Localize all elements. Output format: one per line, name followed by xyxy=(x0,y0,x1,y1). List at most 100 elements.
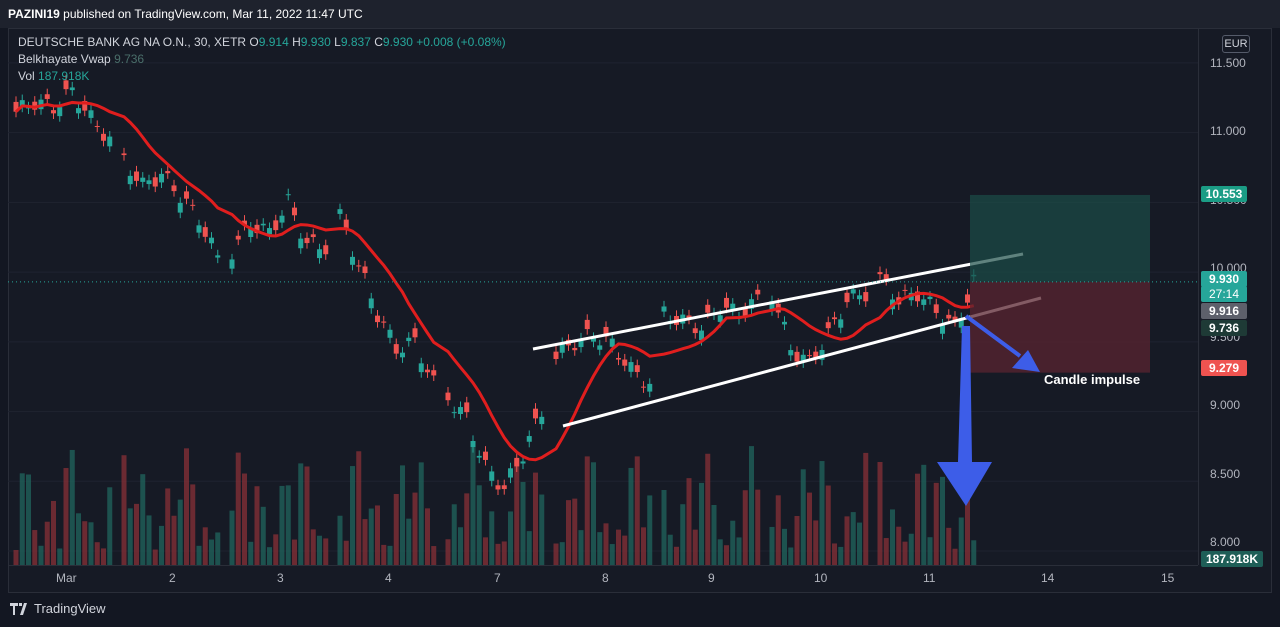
candle-body xyxy=(591,337,596,342)
volume-bar xyxy=(819,461,825,565)
candle-body xyxy=(634,365,640,373)
candle-body xyxy=(470,440,476,448)
volume-bar xyxy=(559,542,565,565)
volume-bar xyxy=(514,459,520,565)
volume-value: 187.918K xyxy=(38,69,90,83)
volume-bar xyxy=(717,539,723,565)
volume-bar xyxy=(940,476,945,565)
volume-bar xyxy=(381,544,387,565)
candle-body xyxy=(418,363,424,373)
candle-body xyxy=(533,408,538,419)
candle-body xyxy=(196,225,202,233)
candle-body xyxy=(813,351,819,359)
price-axis[interactable] xyxy=(1198,28,1273,565)
candle-body xyxy=(13,101,19,112)
volume-bar xyxy=(755,489,761,565)
candle-body xyxy=(107,136,113,147)
candle-impulse-annotation[interactable]: Candle impulse xyxy=(1044,372,1141,387)
volume-bar xyxy=(971,540,977,565)
symbol-title[interactable]: DEUTSCHE BANK AG NA O.N., 30, XETR xyxy=(18,35,247,49)
candle-body xyxy=(273,220,279,231)
volume-bar xyxy=(470,445,476,565)
candle-body xyxy=(877,272,883,275)
candle-body xyxy=(159,173,164,183)
legend-indicator-row[interactable]: Belkhayate Vwap 9.736 xyxy=(18,51,506,68)
volume-bar xyxy=(171,515,177,565)
volume-bar xyxy=(501,541,507,565)
candle-body xyxy=(717,315,723,322)
volume-bar xyxy=(686,478,692,565)
volume-bar xyxy=(495,543,501,565)
volume-bar xyxy=(418,462,424,565)
volume-bar xyxy=(184,448,189,565)
indicator-name: Belkhayate Vwap xyxy=(18,52,111,66)
candle-body xyxy=(559,343,565,353)
currency-button[interactable]: EUR xyxy=(1222,35,1250,53)
candle-body xyxy=(375,315,380,323)
time-tick: 9 xyxy=(708,571,715,585)
candle-body xyxy=(242,220,247,225)
volume-bar xyxy=(850,512,856,565)
candle-body xyxy=(661,306,667,312)
time-tick: 4 xyxy=(385,571,392,585)
time-tick: 7 xyxy=(494,571,501,585)
candle-body xyxy=(807,355,812,357)
volume-bar xyxy=(248,541,254,565)
candle-body xyxy=(458,407,463,414)
tradingview-logo-icon xyxy=(10,602,27,615)
candle-body xyxy=(88,110,94,118)
candle-body xyxy=(140,177,146,182)
candle-body xyxy=(609,338,615,347)
volume-bar xyxy=(952,548,958,565)
candle-body xyxy=(451,412,457,414)
volume-bar xyxy=(242,473,247,565)
stop-loss-zone xyxy=(970,281,1150,373)
volume-bar xyxy=(323,538,329,565)
candle-body xyxy=(184,191,189,199)
vwap-price-tag: 9.736 xyxy=(1201,320,1247,336)
time-tick: 2 xyxy=(169,571,176,585)
volume-bar xyxy=(356,451,362,565)
volume-bar xyxy=(965,492,970,565)
candle-body xyxy=(526,436,532,442)
candle-body xyxy=(134,171,139,181)
volume-bar xyxy=(279,485,285,565)
open-value: 9.914 xyxy=(258,35,289,49)
candle-body xyxy=(603,326,609,337)
candle-body xyxy=(520,461,526,464)
volume-bar xyxy=(298,463,304,565)
entry-price-tag: 9.916 xyxy=(1201,303,1247,319)
volume-bar xyxy=(857,522,862,565)
volume-bar xyxy=(107,487,113,565)
candle-body xyxy=(209,237,214,244)
volume-bar xyxy=(736,537,742,565)
legend-volume-row[interactable]: Vol 187.918K xyxy=(18,68,506,85)
candle-body xyxy=(267,228,272,235)
change-value: +0.008 (+0.08%) xyxy=(416,35,506,49)
volume-bar xyxy=(533,472,538,565)
candle-body xyxy=(464,402,470,413)
candle-body xyxy=(819,350,825,360)
candle-body xyxy=(44,94,50,99)
price-tick: 11.000 xyxy=(1210,124,1246,138)
high-value: 9.930 xyxy=(300,35,331,49)
volume-bar xyxy=(458,527,463,565)
volume-bar xyxy=(159,525,164,565)
volume-bar xyxy=(661,489,667,565)
tradingview-logo[interactable]: TradingView xyxy=(10,601,106,616)
vwap-line xyxy=(14,100,975,462)
candle-body xyxy=(165,171,171,174)
volume-bar xyxy=(724,545,729,565)
candle-body xyxy=(279,215,285,223)
time-axis[interactable] xyxy=(8,565,1198,594)
candle-body xyxy=(495,485,501,490)
candle-body xyxy=(965,294,970,303)
candle-body xyxy=(616,357,621,360)
volume-bar xyxy=(267,547,272,565)
channel-upper-line xyxy=(532,252,1024,351)
volume-bar xyxy=(190,484,196,565)
candle-body xyxy=(742,308,748,317)
volume-bar xyxy=(292,539,297,565)
candle-body xyxy=(254,224,260,234)
